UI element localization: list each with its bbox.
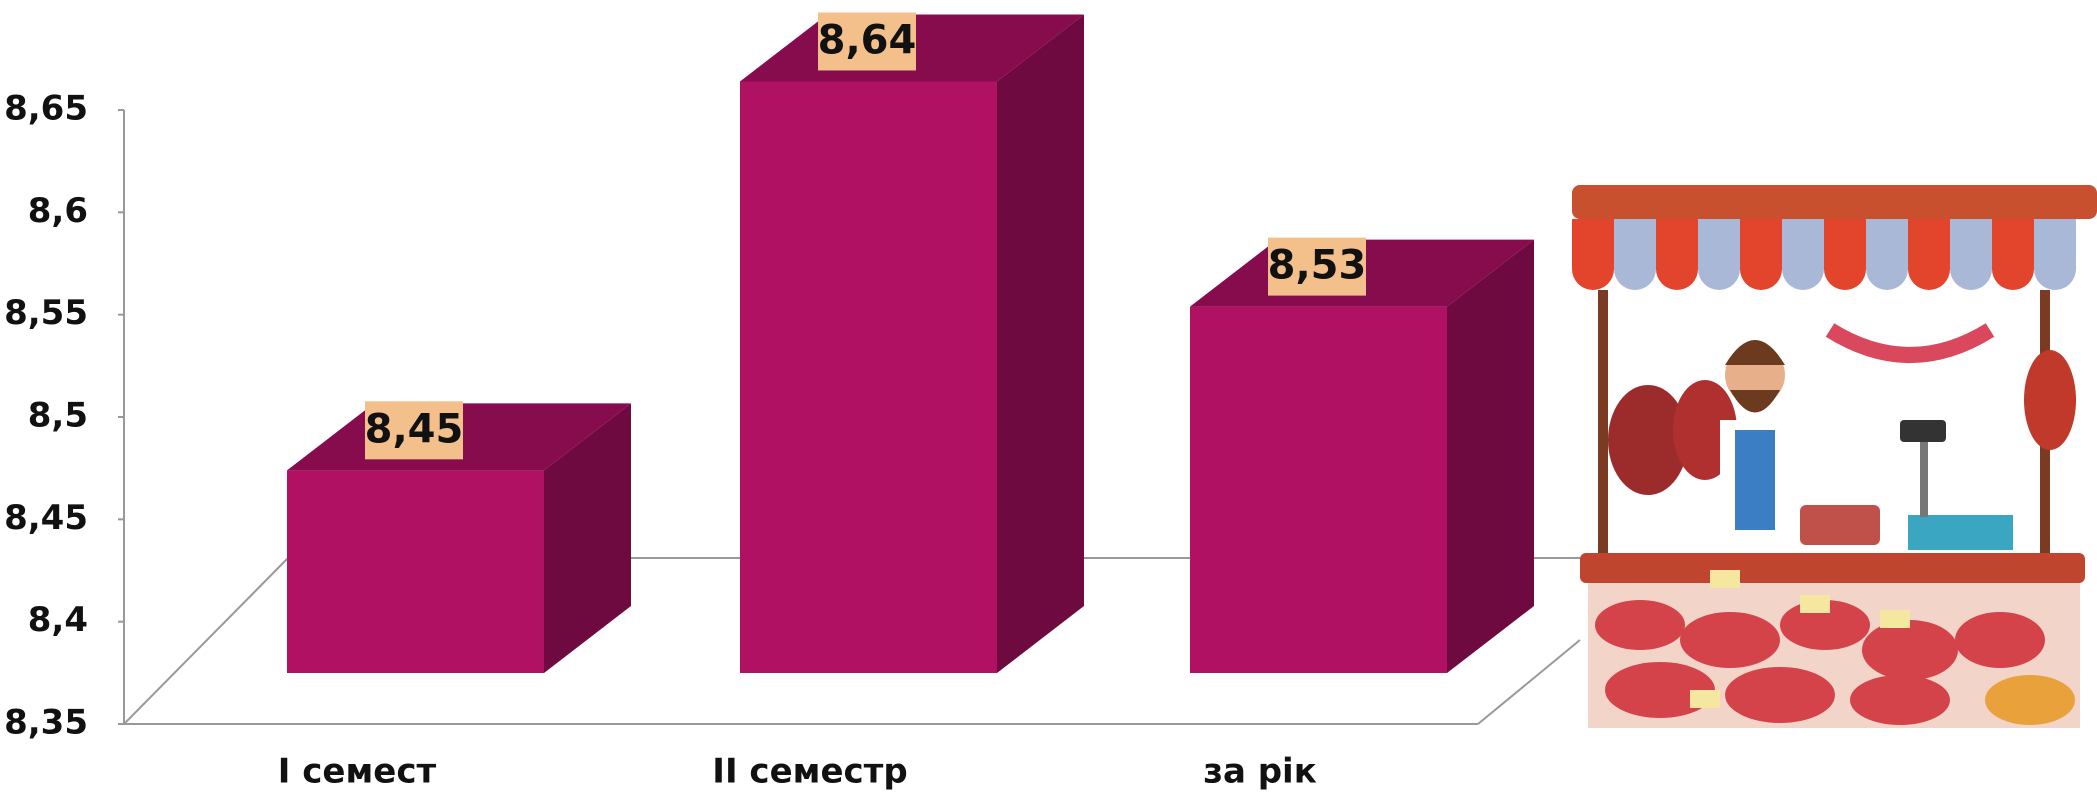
y-tick-label: 8,45 [4,498,88,538]
value-label-box [818,12,916,71]
x-tick-label: I семест [278,752,437,792]
bar-side [544,403,631,673]
floor-edge [1477,639,1581,725]
bar [1190,306,1447,673]
x-tick-label: за рік [1203,752,1317,792]
bar-side [1447,239,1534,673]
value-label-box [365,401,463,460]
y-tick-label: 8,4 [28,600,88,640]
value-label: 8,64 [818,17,917,63]
bar [287,470,544,673]
value-label-box [1268,237,1366,296]
value-label: 8,53 [1268,243,1367,289]
x-tick-label: II семестр [712,752,907,792]
bar [740,81,997,673]
y-tick-label: 8,6 [28,191,88,231]
y-tick-label: 8,55 [4,293,88,333]
bar-side [997,14,1084,673]
vendor-illustration [1572,185,2097,728]
y-tick-label: 8,35 [4,703,88,743]
floor-edge [123,557,289,725]
y-tick-label: 8,5 [28,396,88,436]
y-tick-label: 8,65 [4,89,88,129]
value-label: 8,45 [365,406,464,452]
